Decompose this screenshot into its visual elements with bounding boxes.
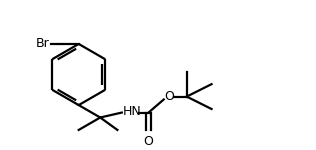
Text: O: O xyxy=(165,90,175,103)
Text: Br: Br xyxy=(35,38,49,50)
Text: O: O xyxy=(143,135,154,148)
Text: HN: HN xyxy=(123,105,142,118)
